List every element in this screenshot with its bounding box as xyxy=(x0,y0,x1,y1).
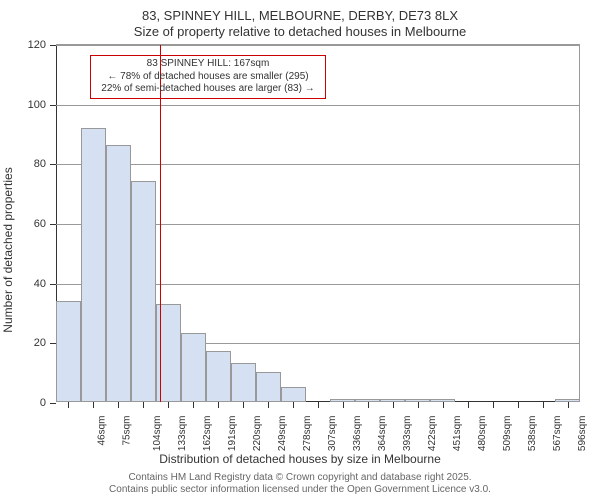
x-tick xyxy=(393,402,394,408)
x-tick-label: 191sqm xyxy=(227,416,238,452)
y-tick-label: 40 xyxy=(34,278,56,290)
x-tick-label: 567sqm xyxy=(552,416,563,452)
x-tick xyxy=(68,402,69,408)
chart-title: 83, SPINNEY HILL, MELBOURNE, DERBY, DE73… xyxy=(0,8,600,39)
title-line-2: Size of property relative to detached ho… xyxy=(0,24,600,40)
histogram-bar xyxy=(106,145,131,402)
x-tick-label: 336sqm xyxy=(352,416,363,452)
x-tick xyxy=(293,402,294,408)
x-tick xyxy=(518,402,519,408)
x-tick xyxy=(568,402,569,408)
title-line-1: 83, SPINNEY HILL, MELBOURNE, DERBY, DE73… xyxy=(0,8,600,24)
attribution: Contains HM Land Registry data © Crown c… xyxy=(0,472,600,496)
x-tick-label: 307sqm xyxy=(327,416,338,452)
y-tick-label: 60 xyxy=(34,218,56,230)
x-tick-label: 538sqm xyxy=(527,416,538,452)
x-tick-label: 480sqm xyxy=(477,416,488,452)
histogram-bar xyxy=(206,351,231,402)
x-tick xyxy=(168,402,169,408)
x-tick xyxy=(93,402,94,408)
x-tick xyxy=(318,402,319,408)
x-axis-label: Distribution of detached houses by size … xyxy=(0,452,600,466)
attribution-line-1: Contains HM Land Registry data © Crown c… xyxy=(0,472,600,484)
x-tick-label: 393sqm xyxy=(402,416,413,452)
x-tick xyxy=(143,402,144,408)
histogram-bar xyxy=(81,128,106,402)
x-tick-label: 46sqm xyxy=(97,416,108,446)
x-tick-label: 75sqm xyxy=(122,416,133,446)
x-tick xyxy=(493,402,494,408)
attribution-line-2: Contains public sector information licen… xyxy=(0,484,600,496)
x-tick-label: 451sqm xyxy=(452,416,463,452)
x-tick-label: 220sqm xyxy=(252,416,263,452)
x-tick xyxy=(268,402,269,408)
x-tick-label: 133sqm xyxy=(177,416,188,452)
y-tick-label: 120 xyxy=(28,39,56,51)
x-tick xyxy=(243,402,244,408)
chart-container: 83, SPINNEY HILL, MELBOURNE, DERBY, DE73… xyxy=(0,0,600,500)
x-tick-label: 596sqm xyxy=(577,416,588,452)
histogram-bar xyxy=(56,301,81,402)
x-tick xyxy=(443,402,444,408)
annotation-line: ← 78% of detached houses are smaller (29… xyxy=(97,71,319,84)
x-tick-label: 249sqm xyxy=(277,416,288,452)
gridline xyxy=(56,45,579,46)
y-tick-label: 100 xyxy=(28,99,56,111)
marker-line xyxy=(160,45,161,402)
x-tick-label: 162sqm xyxy=(202,416,213,452)
x-tick xyxy=(193,402,194,408)
histogram-bar xyxy=(181,333,206,402)
histogram-bar xyxy=(131,181,156,402)
x-tick-label: 422sqm xyxy=(427,416,438,452)
annotation-box: 83 SPINNEY HILL: 167sqm← 78% of detached… xyxy=(90,55,326,99)
gridline xyxy=(56,164,579,165)
y-tick-label: 20 xyxy=(34,337,56,349)
x-tick xyxy=(343,402,344,408)
annotation-line: 83 SPINNEY HILL: 167sqm xyxy=(97,58,319,71)
x-tick xyxy=(468,402,469,408)
plot-inner: 02040608010012046sqm75sqm104sqm133sqm162… xyxy=(56,45,579,402)
y-tick-label: 0 xyxy=(40,397,56,409)
annotation-line: 22% of semi-detached houses are larger (… xyxy=(97,83,319,96)
x-tick xyxy=(543,402,544,408)
plot-area: 02040608010012046sqm75sqm104sqm133sqm162… xyxy=(56,44,580,402)
x-tick-label: 509sqm xyxy=(502,416,513,452)
x-tick xyxy=(218,402,219,408)
x-tick xyxy=(368,402,369,408)
histogram-bar xyxy=(256,372,281,402)
x-tick-label: 364sqm xyxy=(377,416,388,452)
gridline xyxy=(56,105,579,106)
x-tick xyxy=(118,402,119,408)
histogram-bar xyxy=(281,387,306,402)
x-tick-label: 104sqm xyxy=(152,416,163,452)
x-tick xyxy=(418,402,419,408)
histogram-bar xyxy=(231,363,256,402)
x-tick-label: 278sqm xyxy=(302,416,313,452)
y-tick-label: 80 xyxy=(34,158,56,170)
y-axis-label: Number of detached properties xyxy=(1,167,15,332)
